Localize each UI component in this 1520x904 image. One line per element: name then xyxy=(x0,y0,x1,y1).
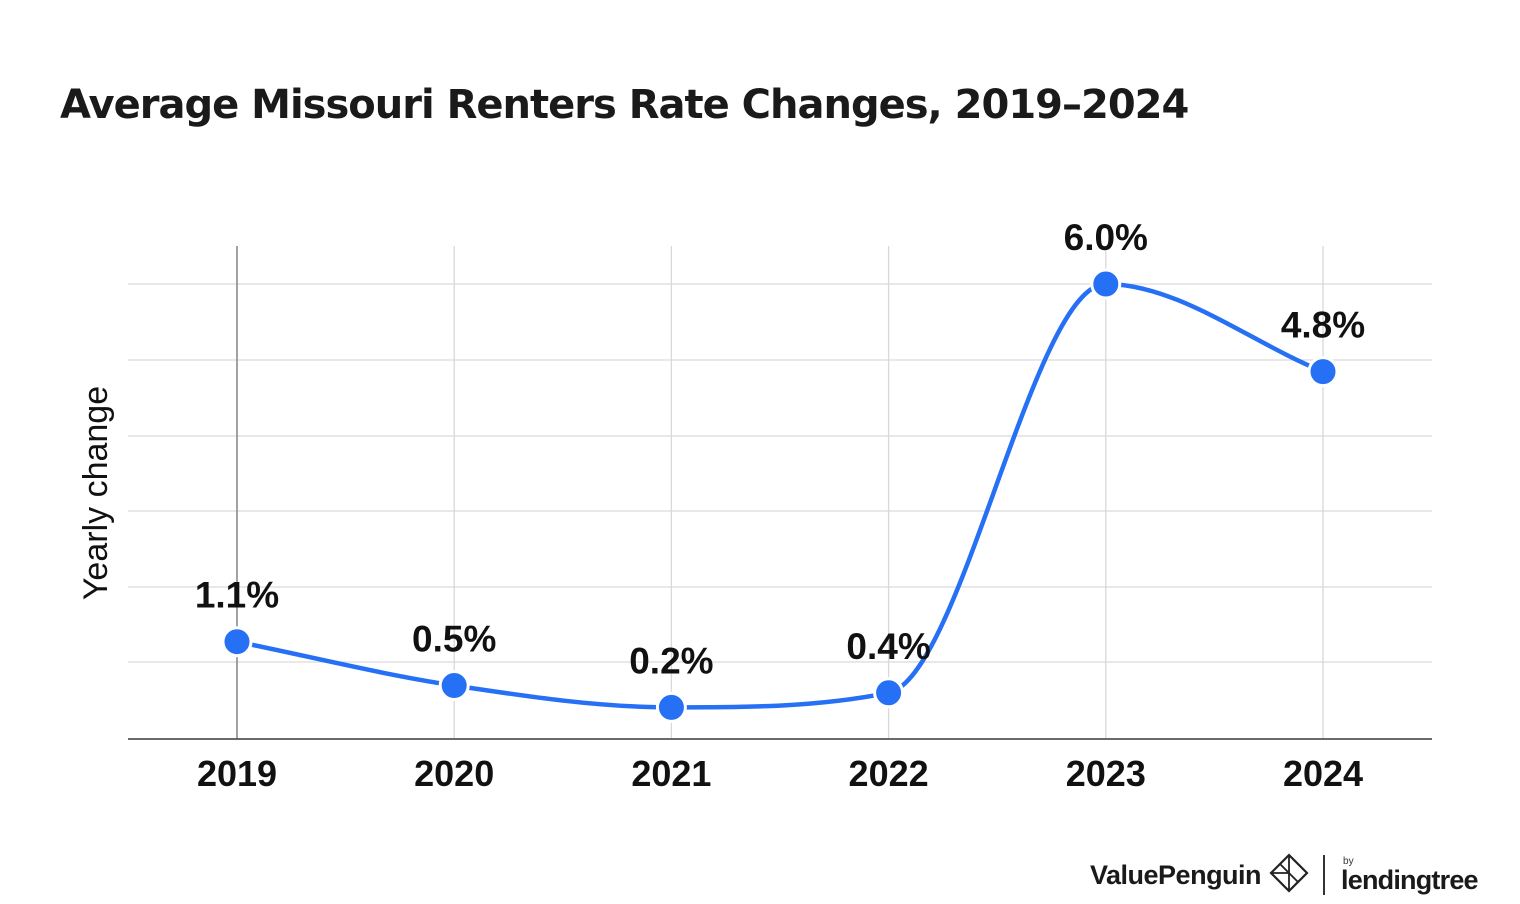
x-tick-labels: 2019 2020 2021 2022 2023 2024 xyxy=(197,753,1363,794)
data-label-2024: 4.8% xyxy=(1281,305,1365,346)
brand-by-text: by xyxy=(1343,855,1354,867)
y-axis-label: Yearly change xyxy=(77,386,115,600)
data-point-2020 xyxy=(438,670,470,701)
data-point-2019 xyxy=(221,626,253,658)
x-tick-label-2024: 2024 xyxy=(1283,753,1363,794)
data-point-2024 xyxy=(1307,356,1339,388)
data-point-2022 xyxy=(873,677,905,709)
data-points xyxy=(221,268,1339,723)
valuepenguin-diamond-icon xyxy=(1269,852,1309,898)
x-tick-label-2021: 2021 xyxy=(631,753,711,794)
brand-name: ValuePenguin xyxy=(1090,859,1262,890)
data-point-2021 xyxy=(655,691,687,723)
x-tick-label-2023: 2023 xyxy=(1066,753,1146,794)
brand-partner: by lendingtree xyxy=(1341,855,1479,895)
brand-partner-name: lendingtree xyxy=(1341,864,1479,895)
brand-logo: ValuePenguin by lendingtree xyxy=(1090,852,1479,898)
series-line xyxy=(234,281,1326,710)
data-label-2019: 1.1% xyxy=(195,575,279,616)
x-tick-label-2022: 2022 xyxy=(849,753,929,794)
x-tick-label-2019: 2019 xyxy=(197,753,277,794)
brand-divider xyxy=(1323,855,1326,895)
data-label-2023: 6.0% xyxy=(1064,217,1148,258)
data-label-2022: 0.4% xyxy=(846,626,930,667)
data-label-2021: 0.2% xyxy=(629,640,713,681)
data-labels: 1.1% 0.5% 0.2% 0.4% 6.0% 4.8% xyxy=(195,217,1365,681)
data-label-2020: 0.5% xyxy=(412,619,496,660)
chart-title: Average Missouri Renters Rate Changes, 2… xyxy=(60,82,1189,128)
grid-layer xyxy=(128,246,1432,739)
data-point-2023 xyxy=(1090,268,1122,300)
x-tick-label-2020: 2020 xyxy=(414,753,494,794)
